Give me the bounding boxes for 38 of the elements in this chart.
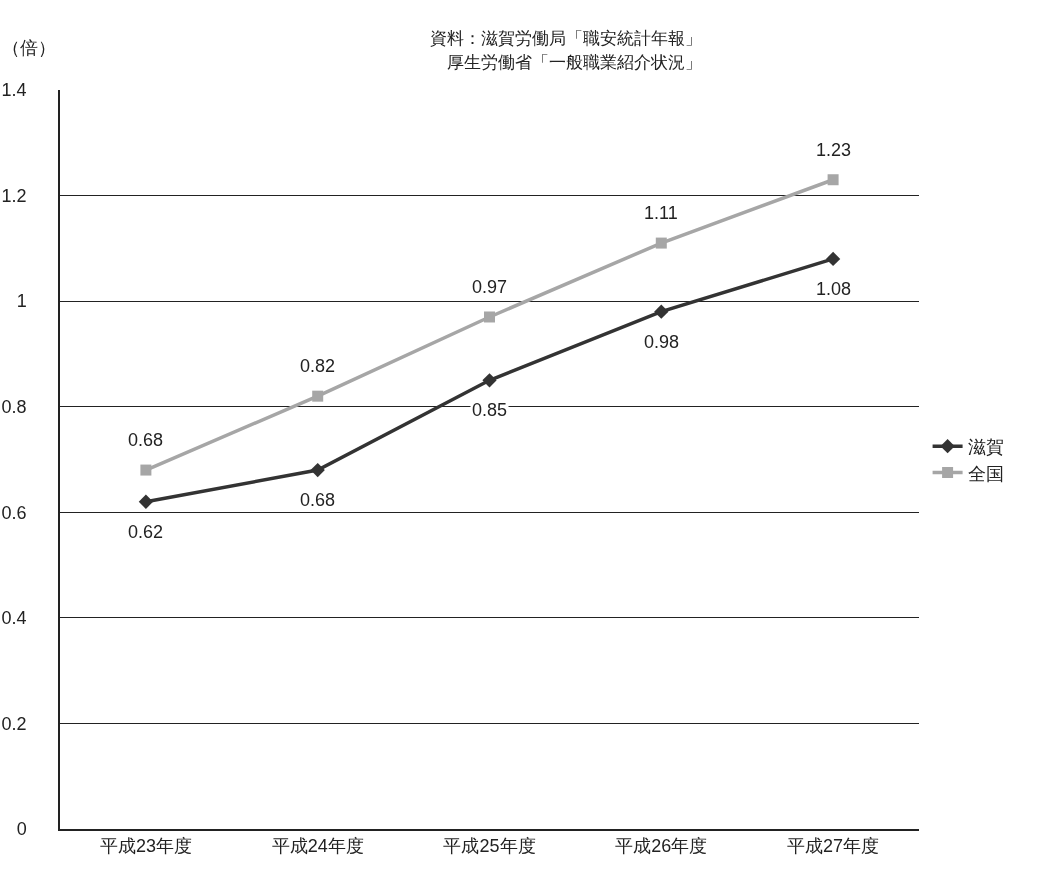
y-tick-label: 0.4 <box>1 608 27 629</box>
point <box>655 237 667 249</box>
y-tick-label: 0 <box>16 819 27 840</box>
point <box>310 462 325 478</box>
data-label: 0.97 <box>472 277 508 297</box>
data-label: 0.68 <box>128 430 164 450</box>
y-tick-label: 1.2 <box>1 185 27 206</box>
text: 厚生労働省「一般職業紹介状況」 <box>447 53 702 72</box>
y-tick-label: 0.6 <box>1 502 27 523</box>
point <box>140 464 152 476</box>
point <box>138 494 154 509</box>
data-label: 1.23 <box>816 140 852 160</box>
legend-label: 滋賀 <box>967 437 1004 458</box>
data-label: 0.85 <box>472 400 508 420</box>
point <box>825 251 841 267</box>
point <box>484 311 495 323</box>
point <box>312 390 324 402</box>
data-label: 0.82 <box>300 356 336 376</box>
x-tick-label: 平成23年度 <box>99 836 192 857</box>
text: 資料：滋賀労働局「職安統計年報」 <box>430 29 702 48</box>
y-tick-label: 0.8 <box>1 397 27 418</box>
y-axis-title: （倍） <box>2 38 56 58</box>
data-label: 0.62 <box>128 522 164 542</box>
data-label: 1.11 <box>644 203 678 223</box>
x-tick-label: 平成26年度 <box>615 836 708 857</box>
data-label: 1.08 <box>816 279 852 299</box>
x-tick-label: 平成25年度 <box>443 836 536 857</box>
point <box>482 373 497 388</box>
y-tick-label: 1.4 <box>1 80 27 101</box>
point <box>827 174 839 186</box>
y-tick-label: 0.2 <box>1 713 27 734</box>
data-label: 0.68 <box>300 490 336 510</box>
point <box>654 304 669 319</box>
legend-label: 全国 <box>967 463 1004 484</box>
y-tick-label: 1 <box>16 291 27 312</box>
x-tick-label: 平成24年度 <box>271 836 364 857</box>
data-label: 0.98 <box>644 332 680 352</box>
x-tick-label: 平成27年度 <box>787 836 880 857</box>
